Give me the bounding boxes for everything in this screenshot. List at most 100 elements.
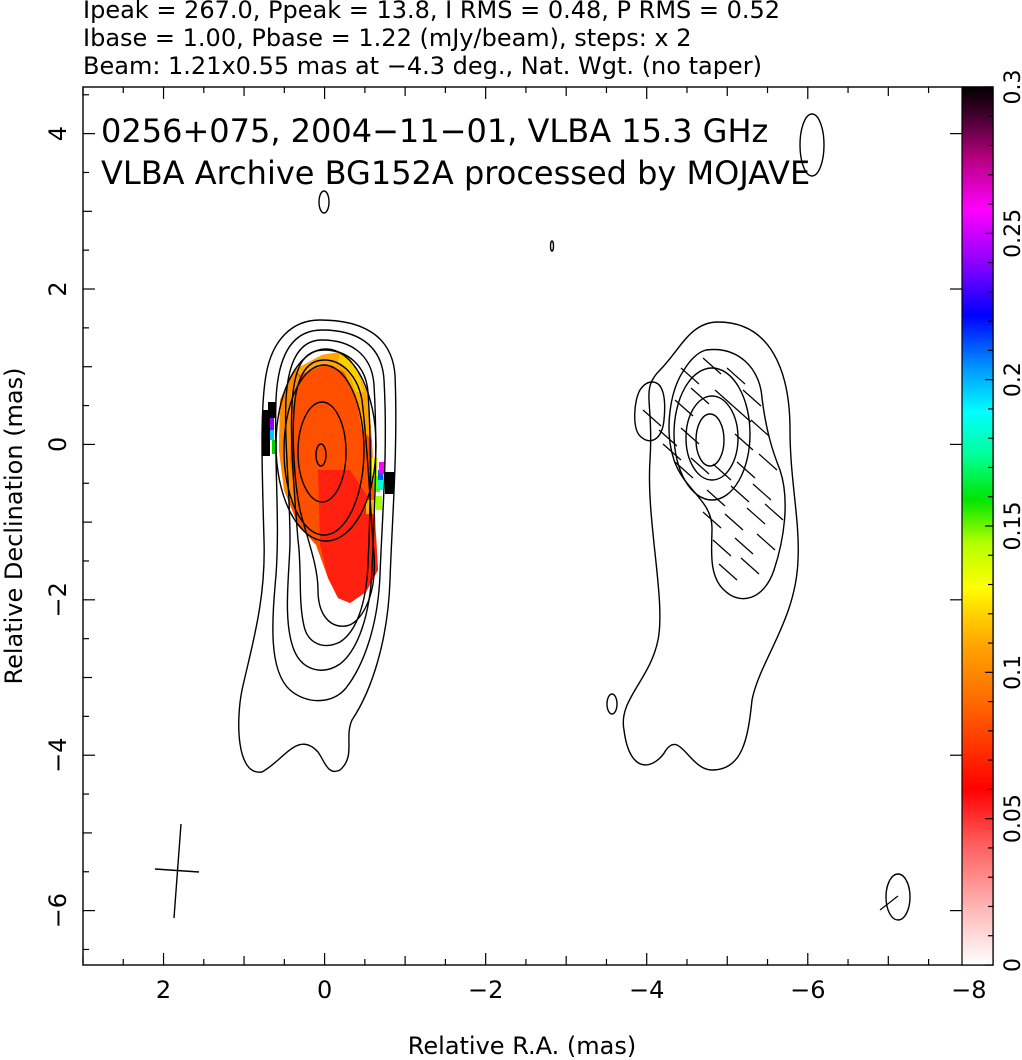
beam-marker <box>154 823 200 919</box>
pol-contour-knot <box>634 381 666 442</box>
polarization-pixel-west-green <box>374 476 380 492</box>
polarization-pixel-east-cyan <box>269 430 274 440</box>
chart-title: 0256+075, 2004−11−01, VLBA 15.3 GHz <box>101 112 768 150</box>
y-tick-label: 4 <box>44 126 72 141</box>
colorbar-tick-label: 0.25 <box>1001 209 1022 258</box>
noise-contour-bottom-right <box>885 873 911 921</box>
noise-contour-pol-south <box>606 693 618 715</box>
evpa-vectors <box>642 357 784 581</box>
y-tick-label: −2 <box>44 582 72 617</box>
x-tick-label: 2 <box>156 976 171 1004</box>
evpa-tick <box>726 367 746 385</box>
y-tick-labels: 4 2 0 −2 −4 −6 <box>44 126 72 928</box>
polarization-pixel-east-black <box>262 410 270 456</box>
intensity-contour-5 <box>292 359 376 627</box>
intensity-contour-6 <box>275 348 377 542</box>
evpa-tick <box>752 483 772 501</box>
polarization-pixel-west-blue <box>378 470 383 480</box>
noise-contour-top-center <box>549 240 555 252</box>
pol-contour-4 <box>685 395 739 481</box>
intensity-contour-8 <box>297 401 347 503</box>
colorbar-tick-label: 0.2 <box>1001 362 1022 397</box>
polarization-fill-east-edge <box>279 370 300 515</box>
y-tick-label: −6 <box>44 893 72 928</box>
chart-subtitle: VLBA Archive BG152A processed by MOJAVE <box>101 154 810 192</box>
colorbar-ticks <box>985 86 993 966</box>
evpa-tick <box>758 453 778 471</box>
polarization-fill-yellow <box>338 352 364 392</box>
x-axis-label: Relative R.A. (mas) <box>408 1032 636 1060</box>
evpa-tick <box>732 405 752 423</box>
intensity-contour-7 <box>283 364 365 536</box>
intensity-contours <box>238 113 825 773</box>
pol-contour-3 <box>673 367 751 501</box>
colorbar-tick-label: 0.05 <box>1001 794 1022 843</box>
pol-contour-5 <box>695 413 725 467</box>
evpa-tick <box>680 367 700 385</box>
y-tick-label: −4 <box>44 738 72 773</box>
evpa-tick <box>742 389 762 407</box>
y-tick-label: 0 <box>44 437 72 452</box>
evpa-tick <box>702 511 722 529</box>
header-line-2: Ibase = 1.00, Pbase = 1.22 (mJy/beam), s… <box>83 24 692 52</box>
noise-contour-top-left <box>318 190 330 214</box>
fractional-polarization-map <box>262 352 394 603</box>
evpa-tick <box>662 443 682 461</box>
noise-tick-bottom-right <box>879 895 899 911</box>
polarization-pixel-east-green <box>272 440 277 454</box>
intensity-contour-9 <box>315 443 327 467</box>
header-line-3: Beam: 1.21x0.55 mas at −4.3 deg., Nat. W… <box>83 52 762 80</box>
evpa-tick <box>746 507 766 525</box>
polarization-pixel-west-magenta <box>379 462 385 474</box>
header-line-1: Ipeak = 267.0, Ppeak = 13.8, I RMS = 0.4… <box>83 0 780 24</box>
evpa-tick <box>734 433 754 451</box>
y-tick-label: 2 <box>44 281 72 296</box>
evpa-tick <box>734 537 754 555</box>
colorbar-tick-label: 0.15 <box>1001 502 1022 551</box>
evpa-tick <box>724 513 744 531</box>
polarization-pixel-east-purple <box>269 418 274 430</box>
polarization-fill-south <box>318 470 378 603</box>
evpa-tick <box>756 533 776 551</box>
evpa-tick <box>712 463 732 481</box>
evpa-tick <box>674 399 694 417</box>
polarization-pixel-east-dark <box>268 402 276 418</box>
pol-contour-1 <box>622 321 799 771</box>
x-tick-label: 0 <box>317 976 332 1004</box>
pol-contour-2 <box>668 348 786 600</box>
evpa-tick <box>750 419 770 437</box>
polarization-pixel-west-black <box>385 472 394 494</box>
evpa-tick <box>642 409 662 427</box>
evpa-tick <box>690 387 710 405</box>
evpa-tick <box>706 489 726 507</box>
evpa-tick <box>714 389 734 407</box>
polarization-pixel-west-lime <box>376 496 382 510</box>
x-tick-labels: 2 0 −2 −4 −6 −8 <box>156 976 987 1004</box>
evpa-tick <box>730 485 750 503</box>
polarized-intensity-contours <box>606 321 911 921</box>
noise-contour-top-right <box>799 113 825 177</box>
x-tick-label: −4 <box>629 976 664 1004</box>
colorbar-tick-label: 0.1 <box>1001 655 1022 690</box>
evpa-tick <box>690 457 710 475</box>
intensity-contour-1 <box>238 319 397 773</box>
evpa-tick <box>718 563 738 581</box>
evpa-tick <box>764 503 784 521</box>
plot-frame <box>82 86 994 966</box>
y-axis-label: Relative Declination (mas) <box>0 367 28 684</box>
colorbar-tick-labels: 0 0.05 0.1 0.15 0.2 0.25 0.3 <box>1001 70 1022 973</box>
x-tick-label: −6 <box>790 976 825 1004</box>
colorbar-tick-label: 0.3 <box>1001 70 1022 105</box>
evpa-tick <box>740 557 760 575</box>
plot-area <box>154 113 911 921</box>
evpa-tick <box>680 427 700 445</box>
colorbar-tick-label: 0 <box>1001 958 1022 972</box>
evpa-tick <box>658 429 678 447</box>
axis-ticks <box>82 87 970 965</box>
evpa-tick <box>702 357 722 375</box>
evpa-tick <box>674 461 694 479</box>
evpa-tick <box>712 539 732 557</box>
evpa-tick <box>736 461 756 479</box>
x-tick-label: −2 <box>468 976 503 1004</box>
